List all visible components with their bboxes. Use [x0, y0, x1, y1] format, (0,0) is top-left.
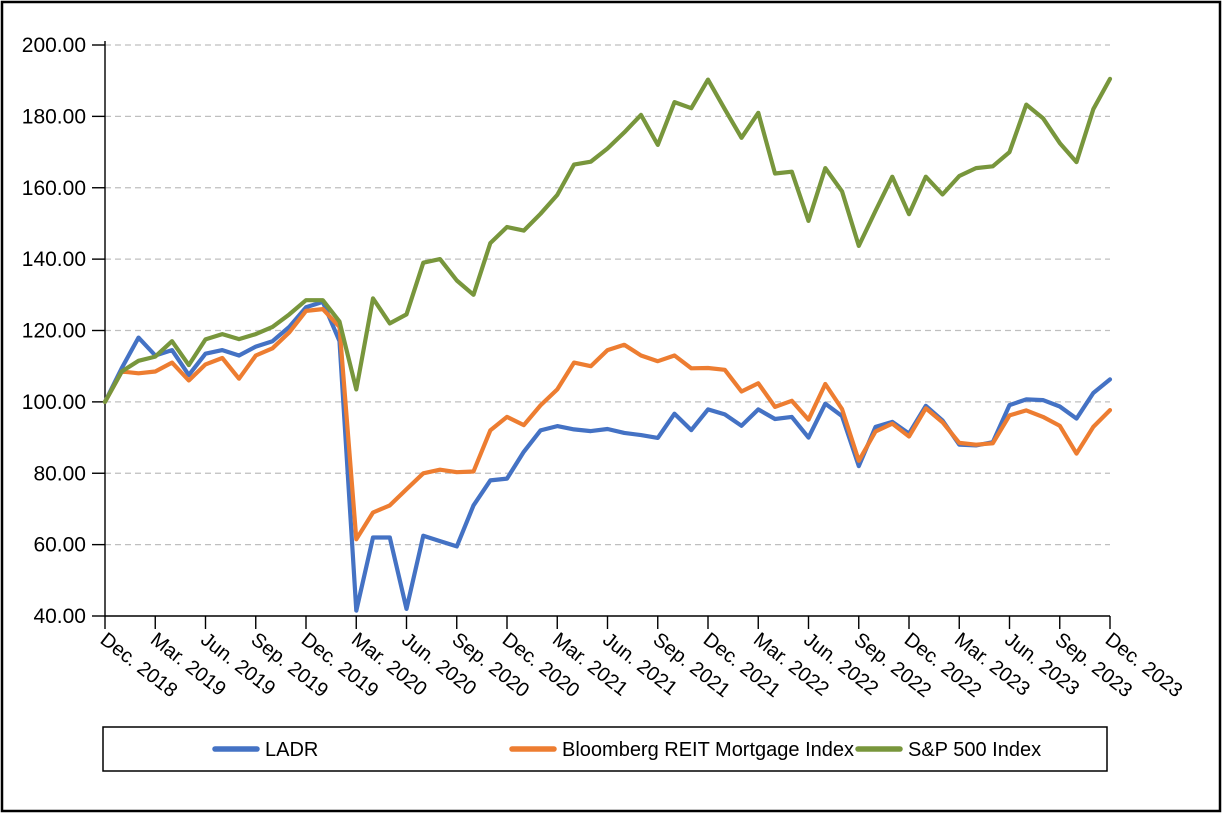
y-tick-label-200.00: 200.00 — [22, 34, 86, 57]
y-tick-label-80.00: 80.00 — [33, 462, 86, 485]
y-tick-label-160.00: 160.00 — [22, 177, 86, 200]
legend: LADR Bloomberg REIT Mortgage Index S&P 500… — [102, 726, 1108, 772]
legend-item-s-p-500-index: S&P 500 Index — [855, 739, 1041, 761]
gridlines — [105, 44, 1110, 546]
series-line-bloomberg-reit-mortgage-index — [102, 307, 1113, 542]
legend-item-ladr: LADR — [212, 739, 318, 761]
legend-border — [102, 726, 1108, 772]
series-line-s-p-500-index — [102, 76, 1113, 404]
y-tick-label-180.00: 180.00 — [22, 105, 86, 128]
y-tick-label-120.00: 120.00 — [22, 320, 86, 343]
legend-item-bloomberg-reit-mortgage-index: Bloomberg REIT Mortgage Index — [509, 739, 854, 761]
y-tick-label-40.00: 40.00 — [33, 605, 86, 628]
legend-label: LADR — [265, 739, 318, 761]
y-tick-label-100.00: 100.00 — [22, 391, 86, 414]
series-lines — [102, 76, 1113, 613]
y-tick-label-140.00: 140.00 — [22, 248, 86, 271]
legend-label: S&P 500 Index — [908, 739, 1041, 761]
y-tick-label-60.00: 60.00 — [33, 534, 86, 557]
y-axis-ticks-labels: 40.00 60.00 80.00 100.00 120.00 140.00 160.00 1… — [22, 34, 105, 628]
legend-label: Bloomberg REIT Mortgage Index — [562, 739, 854, 761]
